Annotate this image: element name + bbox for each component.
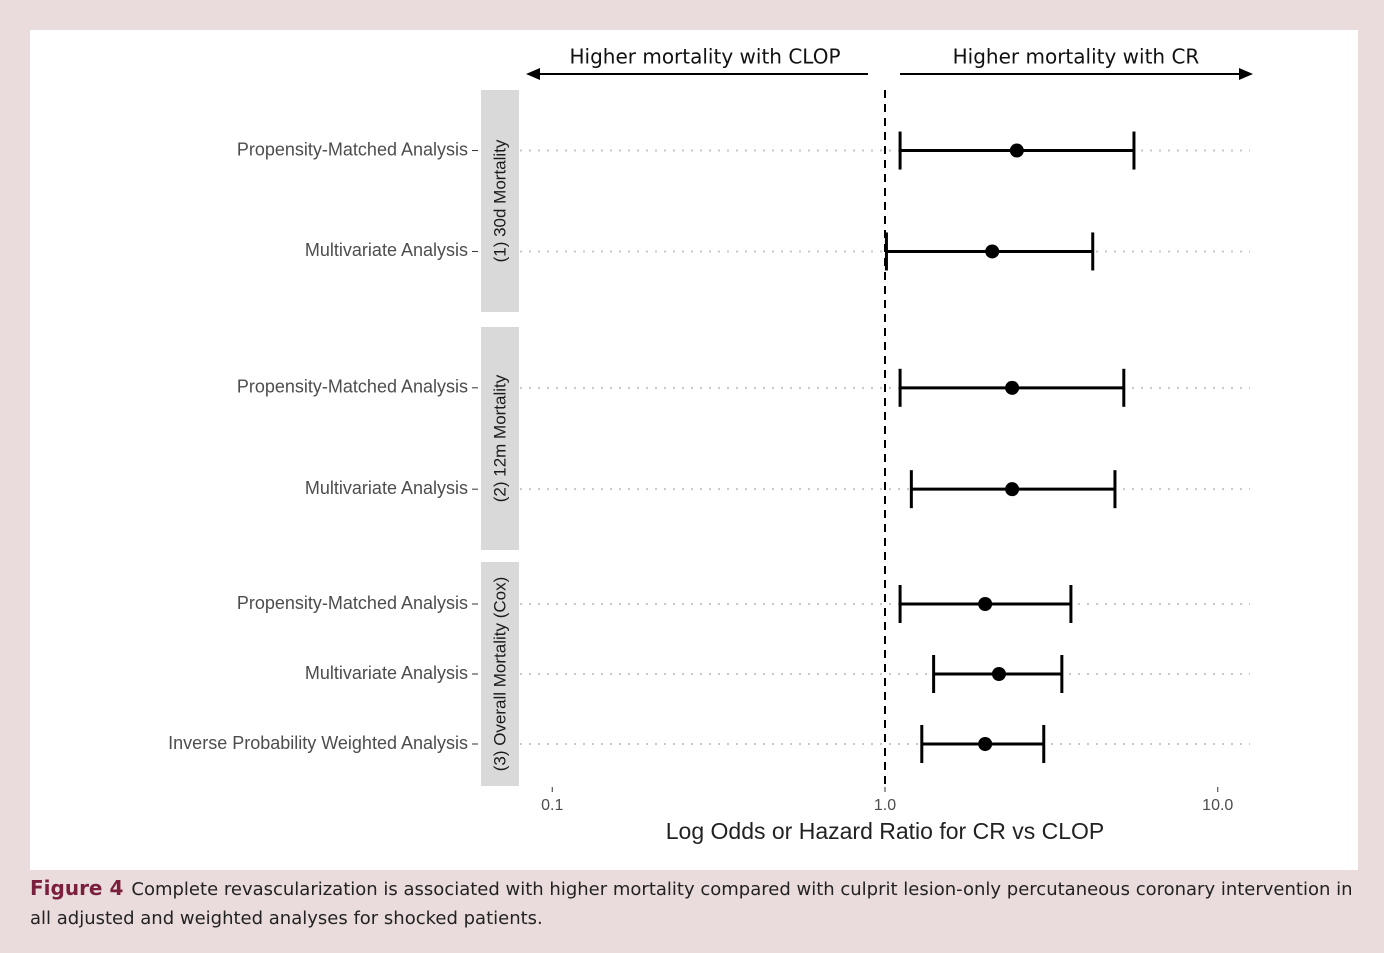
arrow-head [526, 68, 540, 80]
row-label: Inverse Probability Weighted Analysis [168, 733, 468, 753]
x-tick-label: 1.0 [874, 797, 896, 814]
estimate-point [1005, 380, 1020, 395]
caption-label: Figure 4 [30, 876, 124, 900]
estimate-point [1005, 482, 1020, 497]
x-axis-title: Log Odds or Hazard Ratio for CR vs CLOP [666, 818, 1104, 844]
annotation-right: Higher mortality with CR [953, 45, 1200, 69]
facet-strip [481, 562, 519, 786]
arrow-head [1239, 68, 1253, 80]
facet-strip [481, 327, 519, 550]
annotation-left: Higher mortality with CLOP [569, 45, 840, 69]
estimate-point [978, 737, 993, 751]
caption: Figure 4 Complete revascularization is as… [30, 874, 1360, 933]
x-tick-label: 0.1 [541, 797, 563, 814]
row-label: Multivariate Analysis [305, 478, 468, 498]
facet-label: (3) Overall Mortality (Cox) [490, 577, 509, 772]
estimate-point [1009, 143, 1024, 158]
x-tick-label: 10.0 [1202, 797, 1233, 814]
facet-label: (1) 30d Mortality [490, 139, 509, 262]
row-label: Propensity-Matched Analysis [237, 593, 468, 613]
estimate-point [985, 244, 1000, 259]
row-label: Propensity-Matched Analysis [237, 377, 468, 397]
caption-text: Complete revascularization is associated… [30, 879, 1353, 929]
row-label: Multivariate Analysis [305, 240, 468, 260]
estimate-point [991, 667, 1006, 681]
facet-label: (2) 12m Mortality [490, 374, 509, 502]
facet-strip [481, 90, 519, 312]
row-label: Propensity-Matched Analysis [237, 139, 468, 159]
panel [30, 30, 1358, 870]
estimate-point [978, 597, 993, 611]
row-label: Multivariate Analysis [305, 663, 468, 683]
